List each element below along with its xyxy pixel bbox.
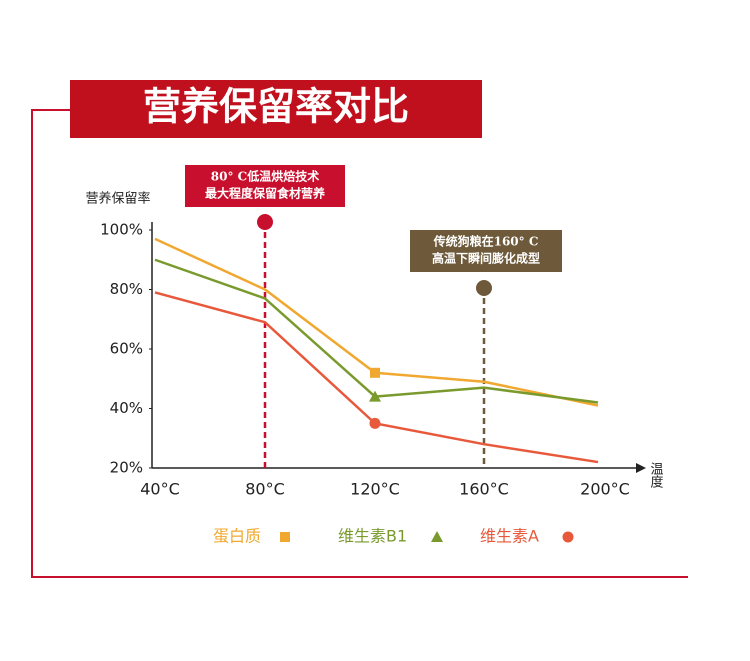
annotation-dot	[476, 280, 492, 296]
annotation-box	[185, 165, 345, 207]
x-tick-label: 160°C	[459, 480, 509, 499]
marker	[280, 532, 290, 542]
marker	[431, 531, 443, 542]
y-tick-label: 80%	[110, 280, 143, 298]
y-tick-label: 40%	[110, 399, 143, 417]
x-tick-label: 80°C	[245, 480, 285, 499]
y-tick-label: 100%	[100, 221, 143, 239]
marker	[369, 390, 381, 402]
x-axis-arrow	[636, 463, 646, 473]
x-axis-label: 温度	[648, 462, 664, 488]
marker	[369, 417, 381, 429]
x-tick-label: 200°C	[580, 480, 630, 499]
y-tick-label: 20%	[110, 459, 143, 477]
annotation-text: 80° C低温烘焙技术	[211, 169, 319, 184]
title-box	[70, 80, 482, 138]
y-axis-label: 营养保留率	[85, 191, 150, 207]
legend-label: 蛋白质	[213, 527, 261, 546]
annotation-dot	[257, 214, 273, 230]
x-tick-label: 120°C	[350, 480, 400, 499]
y-tick-label: 60%	[110, 340, 143, 358]
annotation-text: 最大程度保留食材营养	[205, 186, 325, 201]
annotation-text: 高温下瞬间膨化成型	[432, 251, 540, 266]
legend-label: 维生素A	[480, 527, 539, 546]
annotation-text: 传统狗粮在160° C	[433, 234, 539, 249]
frame	[31, 109, 688, 578]
marker	[370, 367, 380, 378]
legend-label: 维生素B1	[338, 527, 407, 546]
chart-title: 营养保留率对比	[143, 84, 409, 129]
annotation-box	[410, 230, 562, 272]
marker	[562, 531, 574, 543]
x-tick-label: 40°C	[140, 480, 180, 499]
line-series	[154, 258, 599, 404]
